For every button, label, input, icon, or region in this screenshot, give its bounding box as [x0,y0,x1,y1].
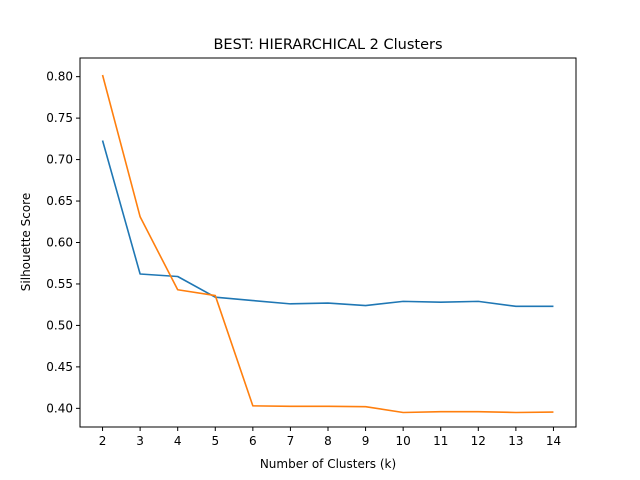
x-axis: 2 3 4 5 6 7 8 9 10 11 12 13 14 [99,427,561,448]
y-tick-label: 0.65 [46,194,73,208]
x-tick-label: 4 [174,434,182,448]
y-tick-label: 0.55 [46,277,73,291]
x-tick-label: 14 [546,434,561,448]
x-tick-label: 7 [287,434,295,448]
y-tick-label: 0.75 [46,111,73,125]
y-tick-label: 0.40 [46,401,73,415]
y-tick-label: 0.45 [46,360,73,374]
x-tick-label: 8 [324,434,332,448]
plot-lines [101,74,554,414]
y-tick-label: 0.70 [46,153,73,167]
chart-title: BEST: HIERARCHICAL 2 Clusters [213,37,442,53]
plot-frame [79,57,577,428]
x-tick-label: 6 [249,434,257,448]
x-tick-label: 12 [471,434,486,448]
y-tick-label: 0.80 [46,70,73,84]
series-line-2 [101,74,554,414]
x-tick-label: 3 [136,434,144,448]
series-line-1 [101,140,554,308]
x-tick-label: 10 [396,434,411,448]
y-tick-label: 0.60 [46,236,73,250]
x-tick-label: 13 [508,434,523,448]
x-axis-label: Number of Clusters (k) [260,457,396,471]
y-axis: 0.40 0.45 0.50 0.55 0.60 0.65 0.70 0.75 0.80 [46,70,80,415]
x-tick-label: 2 [99,434,107,448]
x-tick-label: 9 [362,434,370,448]
x-tick-label: 11 [433,434,448,448]
y-tick-label: 0.50 [46,318,73,332]
y-axis-label: Silhouette Score [19,193,33,291]
x-tick-label: 5 [211,434,219,448]
